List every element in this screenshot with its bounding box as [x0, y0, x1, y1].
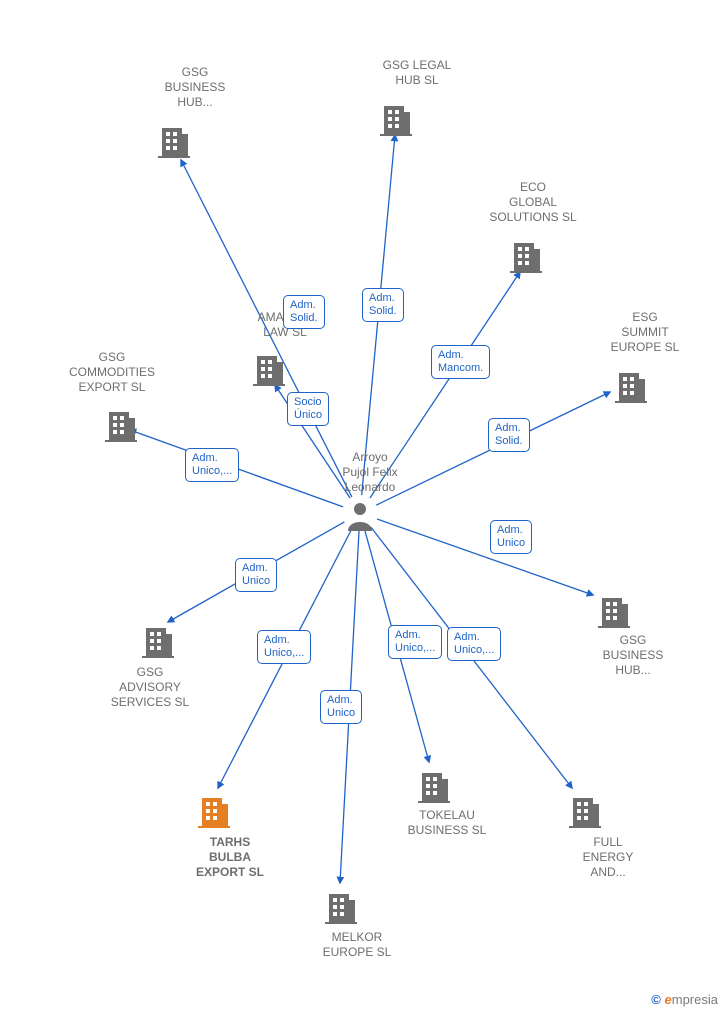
building-icon: [615, 369, 647, 406]
brand-rest: mpresia: [672, 992, 718, 1007]
company-node[interactable]: GSG BUSINESS HUB...: [140, 65, 250, 110]
building-icon: [253, 352, 285, 389]
building-icon: [325, 890, 357, 927]
building-icon: [569, 794, 601, 831]
edge-line: [377, 519, 593, 595]
edge-label: Adm. Unico,...: [388, 625, 442, 659]
building-icon: [105, 408, 137, 445]
company-node[interactable]: TARHS BULBA EXPORT SL: [175, 835, 285, 880]
company-label: GSG COMMODITIES EXPORT SL: [57, 350, 167, 395]
company-label: GSG LEGAL HUB SL: [362, 58, 472, 88]
company-label: ESG SUMMIT EUROPE SL: [590, 310, 700, 355]
company-label: GSG ADVISORY SERVICES SL: [95, 665, 205, 710]
company-label: MELKOR EUROPE SL: [302, 930, 412, 960]
edge-label: Adm. Mancom.: [431, 345, 490, 379]
edge-label: Adm. Unico,...: [447, 627, 501, 661]
building-icon: [598, 594, 630, 631]
edge-label: Adm. Unico: [235, 558, 277, 592]
building-icon: [158, 124, 190, 161]
company-node[interactable]: GSG BUSINESS HUB...: [578, 633, 688, 678]
company-node[interactable]: FULL ENERGY AND...: [553, 835, 663, 880]
company-node[interactable]: GSG COMMODITIES EXPORT SL: [57, 350, 167, 395]
center-label: Arroyo Pujol Felix Leonardo: [330, 450, 410, 495]
brand-first-letter: e: [665, 992, 672, 1007]
edge-label: Adm. Solid.: [362, 288, 404, 322]
edge-label: Adm. Solid.: [283, 295, 325, 329]
company-node[interactable]: ECO GLOBAL SOLUTIONS SL: [478, 180, 588, 225]
company-node[interactable]: MELKOR EUROPE SL: [302, 930, 412, 960]
diagram-canvas: GSG BUSINESS HUB... GSG LEGAL HUB SL ECO G…: [0, 0, 728, 1015]
footer-copyright: © empresia: [651, 992, 718, 1007]
copyright-symbol: ©: [651, 992, 661, 1007]
company-node[interactable]: GSG ADVISORY SERVICES SL: [95, 665, 205, 710]
company-node[interactable]: TOKELAU BUSINESS SL: [392, 808, 502, 838]
edge-label: Socio Único: [287, 392, 329, 426]
company-label: GSG BUSINESS HUB...: [140, 65, 250, 110]
building-icon: [418, 769, 450, 806]
company-label: TARHS BULBA EXPORT SL: [175, 835, 285, 880]
edge-label: Adm. Unico,...: [257, 630, 311, 664]
edge-label: Adm. Unico: [320, 690, 362, 724]
edge-label: Adm. Unico: [490, 520, 532, 554]
company-label: GSG BUSINESS HUB...: [578, 633, 688, 678]
edge-label: Adm. Unico,...: [185, 448, 239, 482]
company-node[interactable]: ESG SUMMIT EUROPE SL: [590, 310, 700, 355]
company-label: FULL ENERGY AND...: [553, 835, 663, 880]
center-person-node[interactable]: Arroyo Pujol Felix Leonardo: [330, 450, 410, 499]
person-icon: [347, 501, 373, 535]
company-label: TOKELAU BUSINESS SL: [392, 808, 502, 838]
building-icon: [510, 239, 542, 276]
building-icon: [198, 794, 230, 831]
building-icon: [380, 102, 412, 139]
company-label: ECO GLOBAL SOLUTIONS SL: [478, 180, 588, 225]
building-icon: [142, 624, 174, 661]
edge-label: Adm. Solid.: [488, 418, 530, 452]
company-node[interactable]: GSG LEGAL HUB SL: [362, 58, 472, 88]
